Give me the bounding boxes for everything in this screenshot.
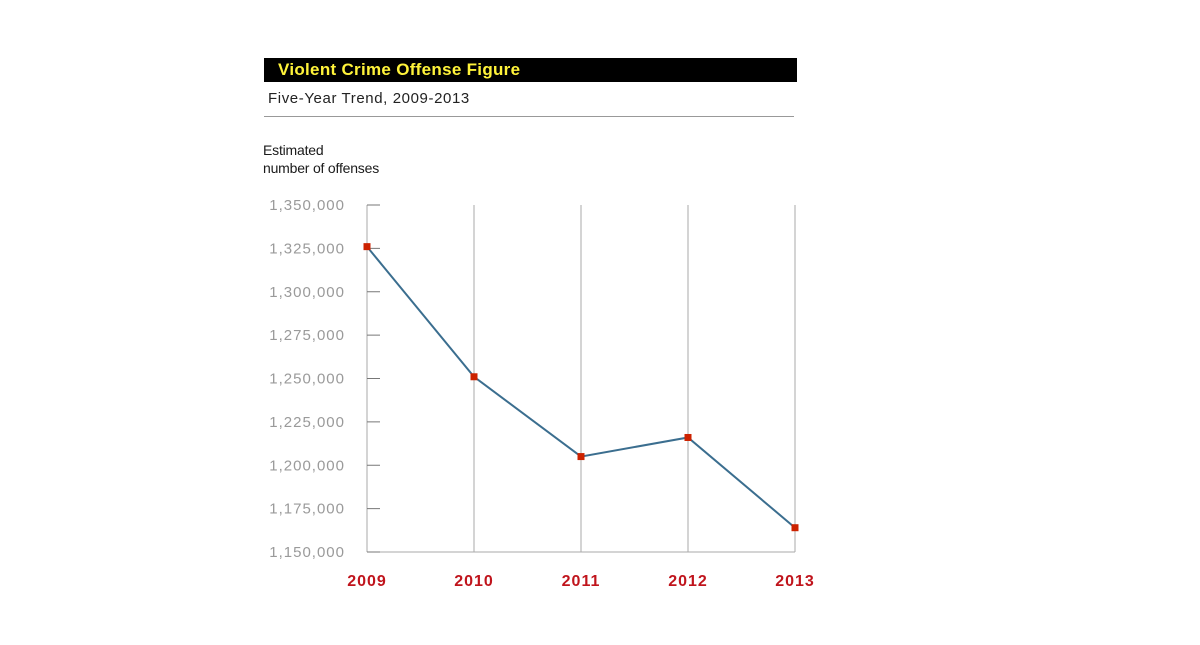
y-tick-label: 1,275,000 xyxy=(269,327,345,344)
x-category-label: 2010 xyxy=(454,573,494,590)
y-tick-label: 1,150,000 xyxy=(269,544,345,561)
y-tick-label: 1,175,000 xyxy=(269,501,345,518)
y-axis-label-line-1: Estimated xyxy=(263,142,324,158)
x-category-label: 2012 xyxy=(668,573,708,590)
chart-subtitle: Five-Year Trend, 2009-2013 xyxy=(268,90,470,107)
chart-title-bar: Violent Crime Offense Figure xyxy=(264,58,797,82)
y-tick-label: 1,250,000 xyxy=(269,371,345,388)
y-tick-label: 1,200,000 xyxy=(269,457,345,474)
x-category-label: 2011 xyxy=(562,573,601,590)
y-axis-label-line-2: number of offenses xyxy=(263,160,379,176)
x-category-label: 2013 xyxy=(775,573,815,590)
y-axis-label: Estimated number of offenses xyxy=(263,141,379,177)
data-point-2013 xyxy=(791,524,799,532)
y-tick-label: 1,325,000 xyxy=(269,240,345,257)
chart-title: Violent Crime Offense Figure xyxy=(278,60,521,79)
x-category-label: 2009 xyxy=(347,573,387,590)
data-point-2012 xyxy=(684,433,692,441)
data-point-2009 xyxy=(363,243,371,251)
subtitle-divider xyxy=(264,116,794,117)
y-tick-label: 1,300,000 xyxy=(269,284,345,301)
y-tick-label: 1,350,000 xyxy=(269,197,345,214)
data-point-2011 xyxy=(577,453,585,461)
data-point-2010 xyxy=(470,373,478,381)
y-tick-label: 1,225,000 xyxy=(269,414,345,431)
